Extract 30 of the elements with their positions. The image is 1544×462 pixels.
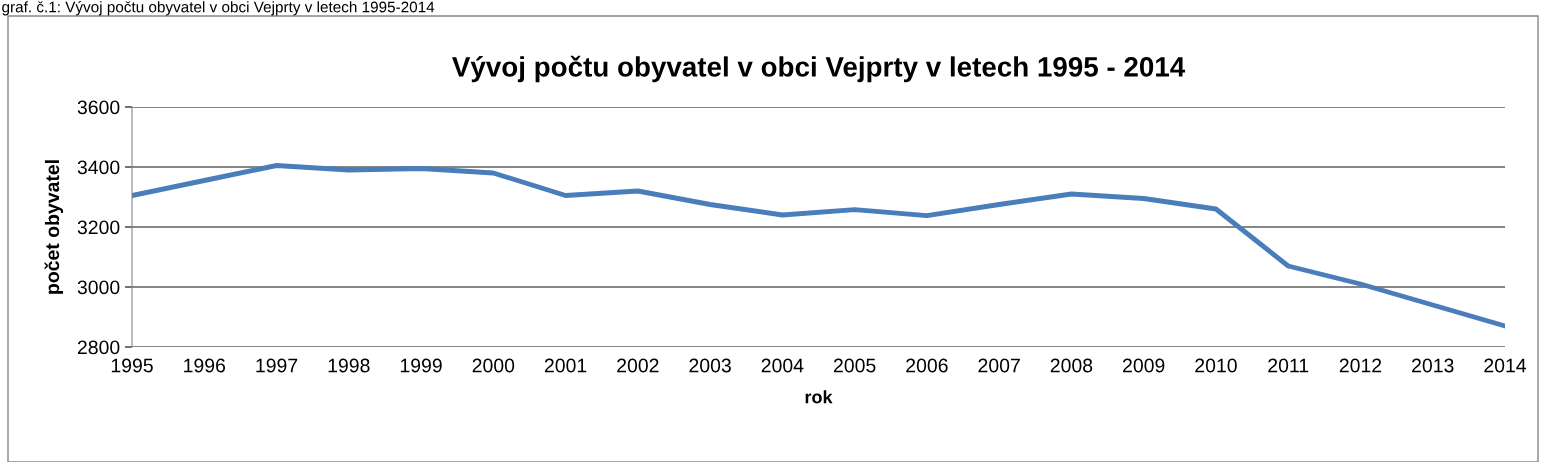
x-tick-label: 2014 [1484, 358, 1527, 373]
y-tick-label: 3200 [77, 220, 120, 235]
x-tick-label: 2003 [689, 358, 731, 373]
x-tick-label: 2007 [978, 358, 1020, 373]
x-tick-label: 2001 [544, 358, 587, 373]
x-tick-label: 1998 [328, 358, 370, 373]
x-tick-label: 1997 [256, 358, 298, 373]
x-tick-label: 2013 [1412, 358, 1454, 373]
x-tick-label: 2005 [833, 358, 876, 373]
x-tick-label: 2006 [906, 358, 948, 373]
y-tick-label: 3400 [77, 160, 120, 175]
chart-title: Vývoj počtu obyvatel v obci Vejprty v letech 1995 - 2014 [452, 55, 1186, 83]
x-tick-label: 2009 [1123, 358, 1165, 373]
x-tick-label: 2008 [1050, 358, 1093, 373]
y-tick-label: 3600 [77, 100, 120, 115]
x-tick-label: 2012 [1339, 358, 1382, 373]
text: graf. č.1: Vývoj počtu obyvatel v obci Vejprty v letech 1995-2014 [2, 1, 435, 16]
x-tick-label: 1995 [111, 358, 153, 373]
x-tick-label: 2000 [472, 358, 515, 373]
y-tick-label: 2800 [77, 340, 120, 355]
x-tick-label: 2011 [1268, 358, 1309, 373]
x-tick-label: 1999 [400, 358, 442, 373]
y-tick-label: 3000 [77, 280, 120, 295]
x-axis-title: rok [805, 390, 833, 404]
x-tick-label: 2010 [1195, 358, 1237, 373]
x-tick-label: 2002 [617, 358, 659, 373]
y-axis-title: počet obyvatel [44, 160, 64, 294]
x-tick-label: 1996 [184, 358, 226, 373]
line-series [132, 163, 1505, 329]
x-tick-label: 2004 [761, 358, 804, 373]
